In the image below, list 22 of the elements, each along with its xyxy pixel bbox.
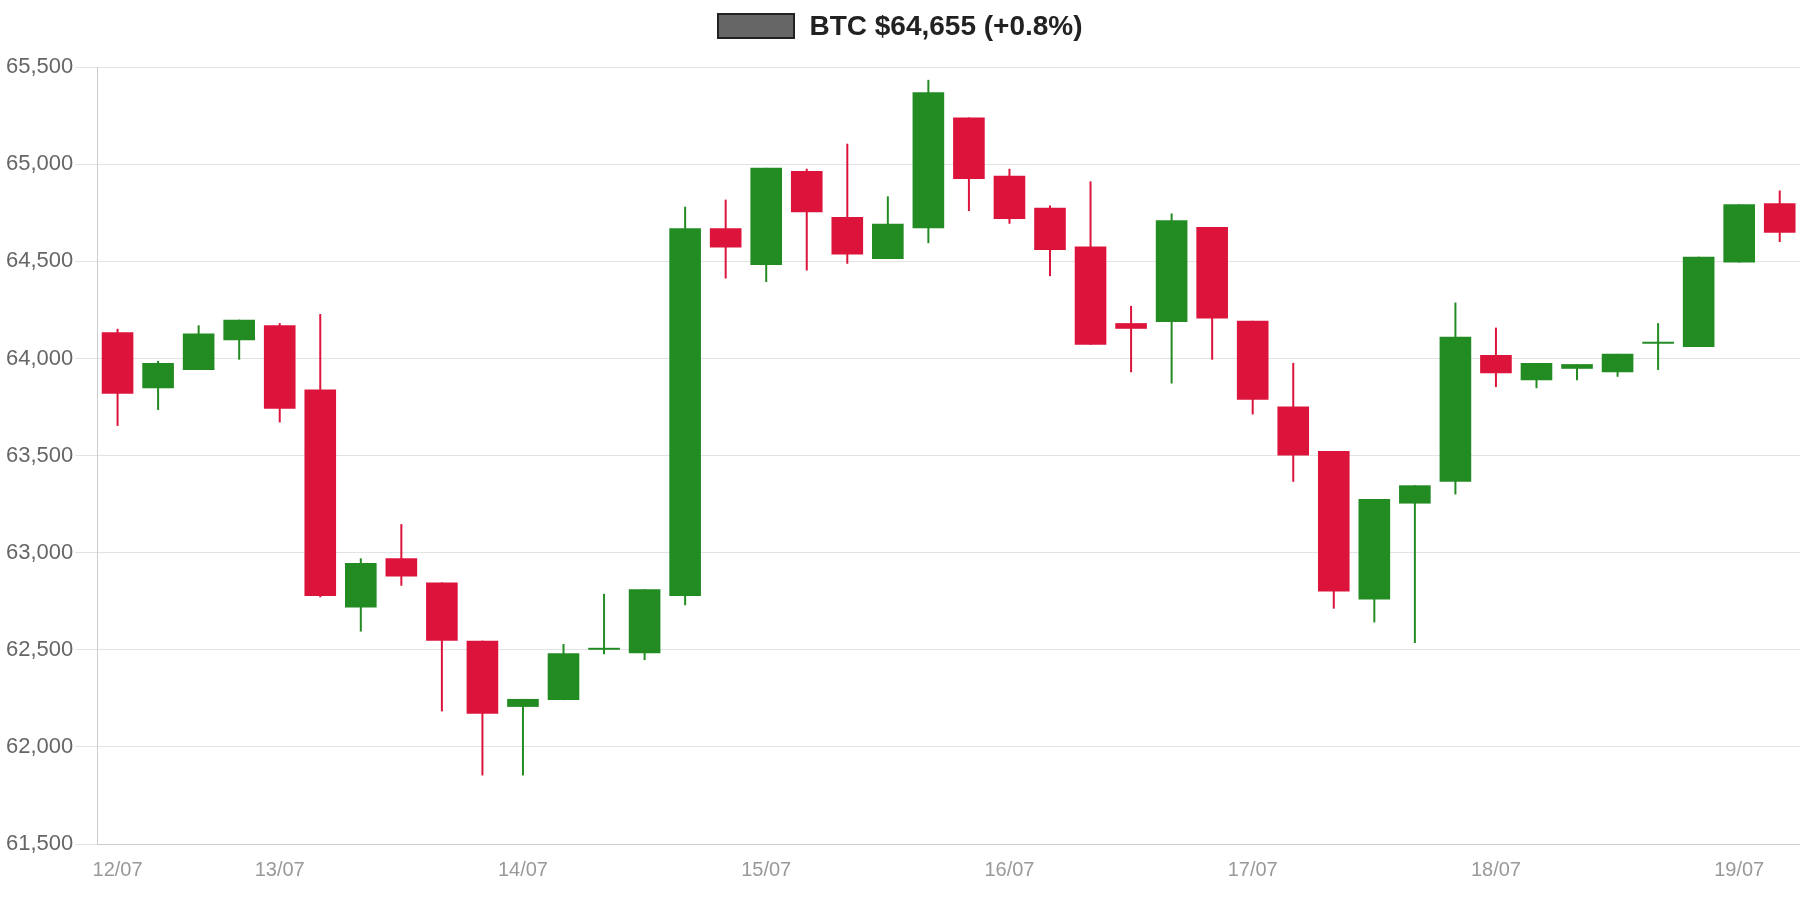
y-tick-label: 65,500 <box>5 53 74 79</box>
y-tick-label: 64,000 <box>5 344 74 370</box>
candlestick <box>588 592 620 656</box>
candlestick <box>1115 304 1147 374</box>
x-tick-label: 17/07 <box>1227 857 1278 880</box>
text: BTC $64,655 (+0.8%) <box>809 10 1083 42</box>
y-tick-label: 62,500 <box>5 635 74 661</box>
y-tick-label: 64,500 <box>5 247 74 273</box>
y-tick-label: 61,500 <box>5 830 74 856</box>
x-tick-label: 13/07 <box>254 857 305 880</box>
y-tick-label: 63,500 <box>5 441 74 467</box>
x-tick-label: 14/07 <box>497 857 548 880</box>
x-tick-label: 15/07 <box>741 857 792 880</box>
candlestick <box>1642 322 1674 371</box>
x-tick-label: 16/07 <box>984 857 1035 880</box>
x-tick-label: 18/07 <box>1470 857 1521 880</box>
x-tick-label: 12/07 <box>92 857 143 880</box>
candlestick <box>507 697 539 777</box>
y-tick-label: 65,000 <box>5 150 74 176</box>
y-tick-label: 63,000 <box>5 538 74 564</box>
x-tick-label: 19/07 <box>1714 857 1765 880</box>
y-tick-label: 62,000 <box>5 732 74 758</box>
